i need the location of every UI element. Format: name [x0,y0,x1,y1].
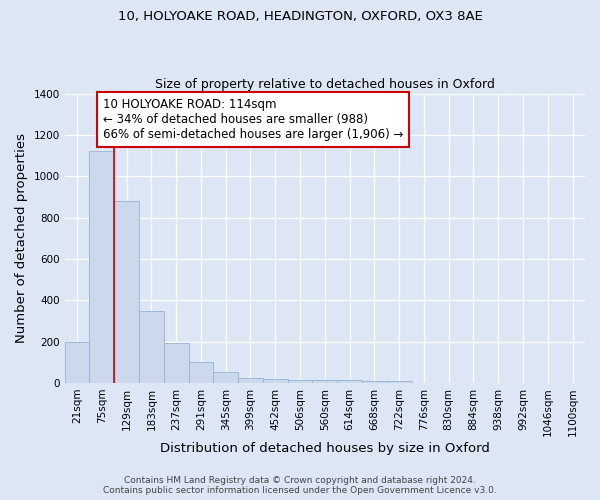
Bar [164,342,188,383]
Title: Size of property relative to detached houses in Oxford: Size of property relative to detached ho… [155,78,495,91]
Bar [263,379,287,383]
Text: 10, HOLYOAKE ROAD, HEADINGTON, OXFORD, OX3 8AE: 10, HOLYOAKE ROAD, HEADINGTON, OXFORD, O… [118,10,482,23]
Bar [337,380,362,383]
Bar [214,372,238,383]
Bar [362,381,387,383]
X-axis label: Distribution of detached houses by size in Oxford: Distribution of detached houses by size … [160,442,490,455]
Bar [387,382,412,383]
Bar [238,378,263,383]
Bar [114,201,139,383]
Bar [89,152,114,383]
Bar [313,380,337,383]
Bar [287,380,313,383]
Bar [188,362,214,383]
Text: 10 HOLYOAKE ROAD: 114sqm
← 34% of detached houses are smaller (988)
66% of semi-: 10 HOLYOAKE ROAD: 114sqm ← 34% of detach… [103,98,403,140]
Bar [139,310,164,383]
Y-axis label: Number of detached properties: Number of detached properties [15,134,28,344]
Text: Contains HM Land Registry data © Crown copyright and database right 2024.
Contai: Contains HM Land Registry data © Crown c… [103,476,497,495]
Bar [65,342,89,383]
